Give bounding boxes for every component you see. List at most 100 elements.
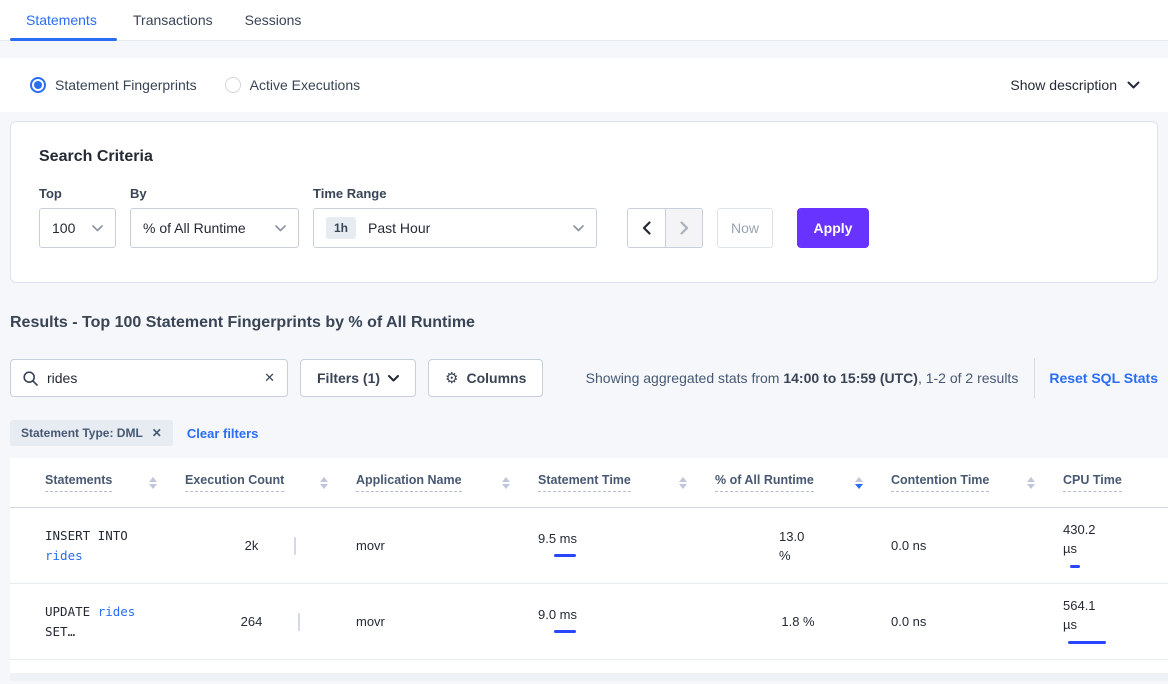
column-header-cpu-time[interactable]: CPU Time bbox=[1063, 473, 1168, 492]
by-select-value: % of All Runtime bbox=[143, 220, 246, 236]
now-button-label: Now bbox=[730, 220, 759, 236]
top-select[interactable]: 100 bbox=[39, 208, 116, 248]
cell-cpu-time: 564.1 µs bbox=[1063, 584, 1168, 659]
tab-label: Sessions bbox=[244, 12, 302, 28]
columns-button[interactable]: ⚙ Columns bbox=[428, 359, 544, 397]
cpu-time-bar bbox=[1063, 637, 1168, 647]
column-header-pct-all-runtime[interactable]: % of All Runtime bbox=[715, 473, 891, 492]
previous-time-button[interactable] bbox=[628, 209, 665, 247]
chevron-down-icon bbox=[1127, 81, 1140, 89]
search-input[interactable] bbox=[47, 370, 265, 386]
statement-link[interactable]: rides bbox=[45, 547, 83, 563]
statement-text: UPDATE bbox=[45, 603, 91, 619]
sort-icon bbox=[502, 476, 510, 489]
radio-selected-icon bbox=[30, 77, 46, 93]
cell-statement: UPDATE rides SET… bbox=[45, 584, 185, 659]
column-header-label: % of All Runtime bbox=[715, 473, 814, 492]
clear-search-icon[interactable]: ✕ bbox=[264, 370, 275, 385]
search-box[interactable]: ✕ bbox=[10, 359, 288, 397]
execution-count-value: 2k bbox=[244, 538, 259, 553]
gear-icon: ⚙ bbox=[445, 370, 459, 387]
count-bar bbox=[298, 612, 301, 631]
cell-execution-count: 264 bbox=[185, 584, 356, 659]
filters-button-label: Filters (1) bbox=[317, 370, 381, 386]
contention-time-value: 0.0 ns bbox=[891, 614, 927, 629]
column-header-label: Statements bbox=[45, 473, 113, 492]
radio-active-executions[interactable]: Active Executions bbox=[224, 77, 360, 93]
show-description-label: Show description bbox=[1010, 77, 1117, 93]
chevron-down-icon bbox=[275, 224, 286, 231]
tab-sessions[interactable]: Sessions bbox=[229, 0, 336, 40]
cell-statement: INSERT INTO rides bbox=[45, 508, 185, 583]
cpu-time-value: 430.2 µs bbox=[1063, 522, 1096, 556]
column-header-contention-time[interactable]: Contention Time bbox=[891, 473, 1063, 492]
next-time-button[interactable] bbox=[665, 209, 702, 247]
column-header-statement-time[interactable]: Statement Time bbox=[538, 473, 715, 492]
results-controls-row: ✕ Filters (1) ⚙ Columns Showing aggregat… bbox=[10, 358, 1158, 398]
column-header-label: Contention Time bbox=[891, 473, 990, 492]
column-header-execution-count[interactable]: Execution Count bbox=[185, 473, 356, 492]
show-description-toggle[interactable]: Show description bbox=[1010, 77, 1140, 93]
reset-sql-stats-link[interactable]: Reset SQL Stats bbox=[1049, 370, 1158, 386]
application-name-value: movr bbox=[356, 614, 385, 629]
statement-text: SET… bbox=[45, 623, 76, 639]
section-divider bbox=[0, 41, 1168, 58]
tab-statements[interactable]: Statements bbox=[10, 0, 117, 41]
sort-icon bbox=[679, 476, 687, 489]
chevron-down-icon bbox=[92, 224, 103, 231]
remove-filter-icon[interactable]: ✕ bbox=[151, 426, 162, 440]
tab-transactions[interactable]: Transactions bbox=[117, 0, 229, 40]
time-range-field: Time Range 1h Past Hour bbox=[313, 186, 597, 248]
column-header-label: Application Name bbox=[356, 473, 462, 492]
cell-application-name: movr bbox=[356, 584, 538, 659]
cell-statement-time: 9.5 ms bbox=[538, 508, 715, 583]
page-content: Search Criteria Top 100 By % of All Runt… bbox=[0, 112, 1168, 684]
contention-time-value: 0.0 ns bbox=[891, 538, 927, 553]
vertical-divider bbox=[1034, 358, 1036, 398]
application-name-value: movr bbox=[356, 538, 385, 553]
column-header-statements[interactable]: Statements bbox=[45, 473, 185, 492]
time-range-value: Past Hour bbox=[368, 220, 431, 236]
column-header-label: Statement Time bbox=[538, 473, 631, 492]
runtime-value: 13.0 % bbox=[779, 528, 805, 563]
by-select[interactable]: % of All Runtime bbox=[130, 208, 299, 248]
search-criteria-card: Search Criteria Top 100 By % of All Runt… bbox=[10, 121, 1158, 283]
clear-filters-link[interactable]: Clear filters bbox=[186, 425, 259, 441]
table-row: INSERT INTO rides 2k movr 9.5 ms 13.0 % bbox=[10, 508, 1168, 584]
cell-contention-time: 0.0 ns bbox=[891, 508, 1063, 583]
sort-icon bbox=[320, 476, 328, 489]
apply-button-label: Apply bbox=[813, 220, 853, 236]
cell-cpu-time: 430.2 µs bbox=[1063, 508, 1168, 583]
results-heading: Results - Top 100 Statement Fingerprints… bbox=[10, 314, 475, 331]
top-tab-bar: Statements Transactions Sessions bbox=[0, 0, 1168, 41]
cell-statement-time: 9.0 ms bbox=[538, 584, 715, 659]
time-range-select[interactable]: 1h Past Hour bbox=[313, 208, 597, 248]
table-row: UPDATE rides SET… 264 movr 9.0 ms 1.8 % bbox=[10, 584, 1168, 660]
statement-text: INSERT INTO bbox=[45, 527, 128, 543]
statement-link[interactable]: rides bbox=[97, 603, 136, 619]
filter-tags-row: Statement Type: DML ✕ Clear filters bbox=[10, 420, 1158, 446]
statements-table: Statements Execution Count Application N… bbox=[10, 458, 1168, 681]
radio-statement-fingerprints[interactable]: Statement Fingerprints bbox=[30, 77, 197, 93]
time-range-label: Time Range bbox=[313, 186, 387, 201]
top-label: Top bbox=[39, 186, 62, 201]
chevron-left-icon bbox=[642, 221, 651, 235]
cpu-time-bar bbox=[1063, 561, 1168, 571]
column-header-application-name[interactable]: Application Name bbox=[356, 473, 538, 492]
cpu-time-value: 564.1 µs bbox=[1063, 598, 1096, 632]
table-header-row: Statements Execution Count Application N… bbox=[10, 458, 1168, 508]
filters-button[interactable]: Filters (1) bbox=[300, 359, 417, 397]
sort-icon bbox=[149, 476, 157, 489]
now-button[interactable]: Now bbox=[717, 208, 773, 248]
statement-time-value: 9.0 ms bbox=[538, 606, 578, 622]
chevron-right-icon bbox=[679, 221, 688, 235]
column-header-label: Execution Count bbox=[185, 473, 285, 492]
tab-label: Statements bbox=[26, 12, 97, 28]
statement-time-value: 9.5 ms bbox=[538, 530, 578, 546]
apply-button[interactable]: Apply bbox=[797, 208, 869, 248]
runtime-value: 1.8 % bbox=[781, 614, 815, 629]
cell-pct-all-runtime: 1.8 % bbox=[715, 584, 891, 659]
filter-tag-label: Statement Type: DML bbox=[21, 426, 143, 440]
filter-tag-statement-type: Statement Type: DML ✕ bbox=[10, 420, 173, 446]
cell-pct-all-runtime: 13.0 % bbox=[715, 508, 891, 583]
